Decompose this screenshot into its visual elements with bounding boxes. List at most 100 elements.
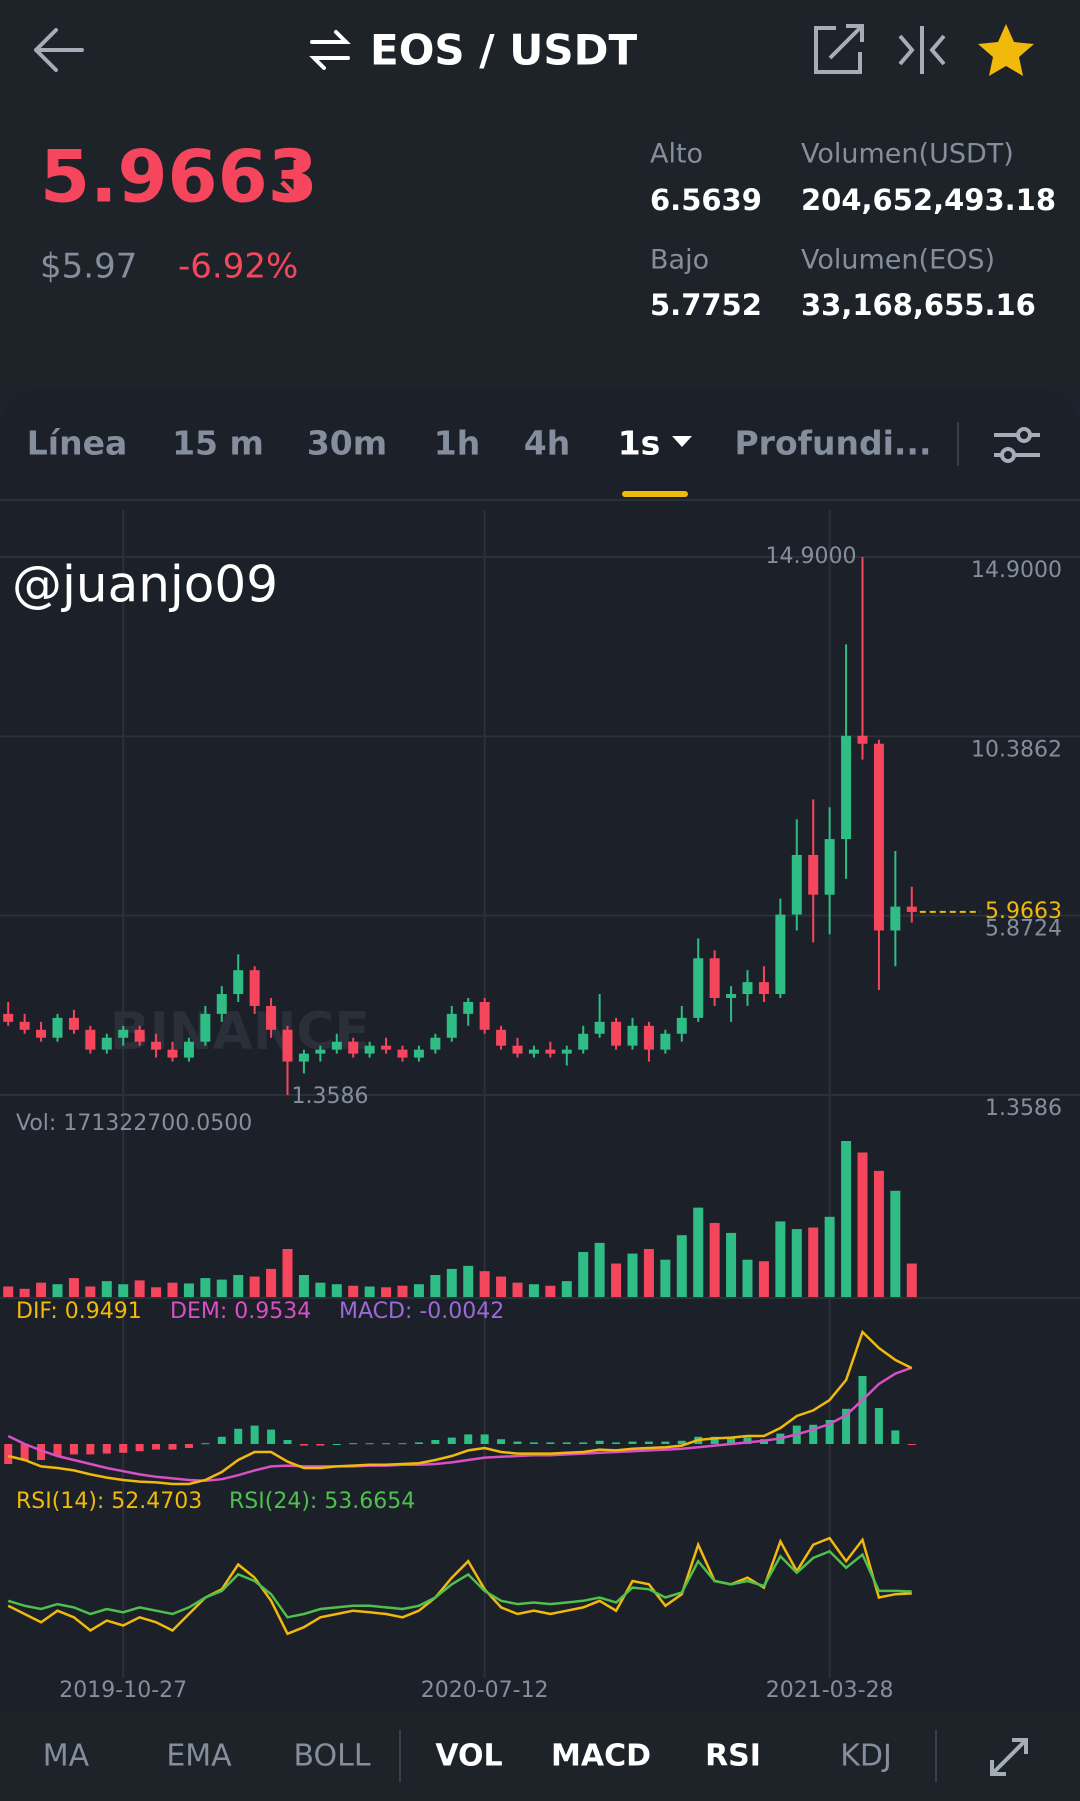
volume-bar	[742, 1259, 753, 1298]
macd-bar	[102, 1444, 111, 1454]
candle-body	[643, 1025, 654, 1050]
favorite-star[interactable]	[978, 24, 1034, 76]
interval-tab[interactable]: 30m	[307, 424, 387, 463]
candle-body	[611, 1021, 622, 1046]
volume-bar	[36, 1282, 47, 1298]
interval-tab[interactable]: 1h	[434, 424, 480, 463]
indicator-tab-active[interactable]: VOL	[435, 1739, 502, 1774]
stat-label: Volumen(EOS)	[801, 245, 995, 276]
dif-line	[7, 1329, 913, 1486]
macd-bar	[53, 1444, 62, 1456]
macd-bar	[842, 1408, 851, 1444]
interval-tab[interactable]: Profundi...	[734, 424, 931, 463]
macd-bar	[4, 1444, 13, 1464]
macd-bar	[858, 1376, 867, 1444]
candle-body	[808, 854, 819, 895]
indicator-tab[interactable]: EMA	[166, 1739, 232, 1774]
candle-body	[397, 1049, 408, 1058]
candle-body	[841, 735, 852, 840]
macd-bar	[891, 1430, 900, 1444]
macd-bar	[644, 1441, 653, 1444]
macd-label: MACD: -0.0042	[339, 1299, 504, 1324]
macd-bar	[727, 1437, 736, 1444]
x-tick-label: 2021-03-28	[766, 1678, 894, 1703]
y-tick-label: 5.8724	[985, 917, 1062, 942]
active-underline	[622, 491, 688, 497]
macd-bar	[250, 1425, 259, 1444]
candle-body	[890, 906, 901, 931]
candle-body	[758, 982, 769, 995]
macd-bar	[907, 1444, 916, 1445]
interval-tab[interactable]: 15 m	[172, 424, 264, 463]
volume-bar	[381, 1287, 392, 1298]
volume-bar	[233, 1275, 244, 1298]
macd-bar	[447, 1437, 456, 1444]
interval-tab[interactable]: Línea	[27, 424, 127, 463]
candle-body	[873, 743, 884, 931]
split-icon[interactable]	[898, 26, 946, 74]
external-icon[interactable]	[814, 24, 864, 74]
macd-bar	[497, 1439, 506, 1444]
volume-bar	[808, 1227, 819, 1298]
y-tick-label: 10.3862	[971, 737, 1062, 762]
volume-bar	[19, 1288, 30, 1298]
candle-body	[578, 1033, 589, 1050]
macd-bar	[86, 1444, 95, 1455]
macd-bar	[431, 1440, 440, 1444]
stat-value: 33,168,655.16	[801, 288, 1036, 322]
macd-bar	[677, 1440, 686, 1444]
candle-body	[151, 1041, 162, 1050]
candle-body	[512, 1045, 523, 1054]
stat-value: 5.7752	[650, 288, 762, 322]
candle-body	[200, 1013, 211, 1042]
candle-body	[216, 994, 227, 1014]
macd-bar	[135, 1444, 144, 1452]
volume-bar	[282, 1248, 293, 1298]
macd-bar	[562, 1442, 571, 1444]
header-bg	[0, 0, 1080, 390]
volume-bar	[68, 1278, 79, 1298]
settings-icon[interactable]	[994, 427, 1040, 463]
candle-body	[594, 1021, 605, 1034]
back-button[interactable]	[34, 28, 84, 72]
candle-body	[19, 1021, 30, 1030]
rsi24-label: RSI(24): 53.6654	[229, 1489, 415, 1514]
interval-tab-active[interactable]: 1s	[618, 424, 661, 463]
stat-label: Alto	[650, 139, 703, 170]
price-change: -6.92%	[178, 247, 298, 287]
volume-bar	[315, 1282, 326, 1298]
interval-tab[interactable]: 4h	[524, 424, 570, 463]
candle-body	[824, 839, 835, 895]
dem-line	[7, 1366, 913, 1483]
macd-bar	[119, 1444, 128, 1453]
macd-bar	[414, 1442, 423, 1444]
indicator-tab-active[interactable]: MACD	[551, 1739, 651, 1774]
indicator-tab[interactable]: MA	[43, 1739, 90, 1774]
indicator-tab-active[interactable]: RSI	[705, 1739, 761, 1774]
x-tick-label: 2019-10-27	[59, 1678, 187, 1703]
swap-icon[interactable]	[309, 30, 351, 70]
volume-bar	[561, 1281, 572, 1298]
macd-bar	[579, 1442, 588, 1444]
volume-bar	[413, 1284, 424, 1298]
last-price: 5.9663	[40, 135, 318, 219]
max-label: 14.9000	[766, 544, 857, 569]
macd-bar	[825, 1420, 834, 1444]
candle-body	[52, 1017, 63, 1038]
expand-icon[interactable]	[990, 1738, 1028, 1776]
macd-bar	[365, 1443, 374, 1445]
volume-bar	[348, 1285, 359, 1298]
candle-body	[742, 982, 753, 995]
stat-label: Volumen(USDT)	[801, 139, 1014, 170]
volume-bar	[331, 1284, 342, 1298]
volume-bar	[216, 1279, 227, 1298]
candle-body	[463, 1001, 474, 1014]
indicator-tab[interactable]: BOLL	[293, 1739, 370, 1774]
macd-bar	[217, 1436, 226, 1444]
chart: BINANCE 2019-10-27 2020-07-12 2021-03-28 14.…	[0, 510, 1080, 1703]
volume-bar	[578, 1252, 589, 1298]
macd-bar	[201, 1443, 210, 1445]
indicator-tab[interactable]: KDJ	[840, 1739, 892, 1774]
dropdown-caret	[672, 436, 692, 447]
macd-bar	[382, 1443, 391, 1445]
